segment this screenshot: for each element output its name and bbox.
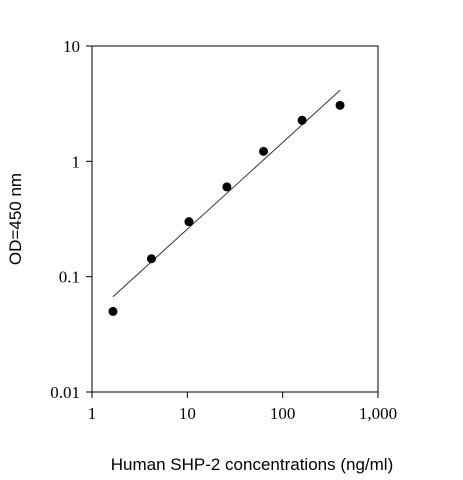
data-point (297, 115, 307, 125)
y-tick-label: 1 (72, 152, 81, 171)
data-point (146, 254, 156, 264)
x-tick-label: 1,000 (359, 404, 397, 423)
data-point (222, 182, 232, 192)
data-point (108, 306, 118, 316)
plot-frame (91, 45, 379, 393)
x-axis-label: Human SHP-2 concentrations (ng/ml) (111, 455, 394, 474)
x-tick-label: 100 (270, 404, 296, 423)
y-tick-label: 0.01 (50, 383, 80, 402)
data-point (335, 100, 345, 110)
x-tick-label: 1 (88, 404, 97, 423)
data-point (184, 217, 194, 227)
x-tick-label: 10 (179, 404, 196, 423)
y-axis-label: OD=450 nm (6, 173, 25, 265)
data-point (259, 146, 269, 156)
y-tick-label: 0.1 (59, 268, 80, 287)
y-tick-label: 10 (63, 37, 80, 56)
